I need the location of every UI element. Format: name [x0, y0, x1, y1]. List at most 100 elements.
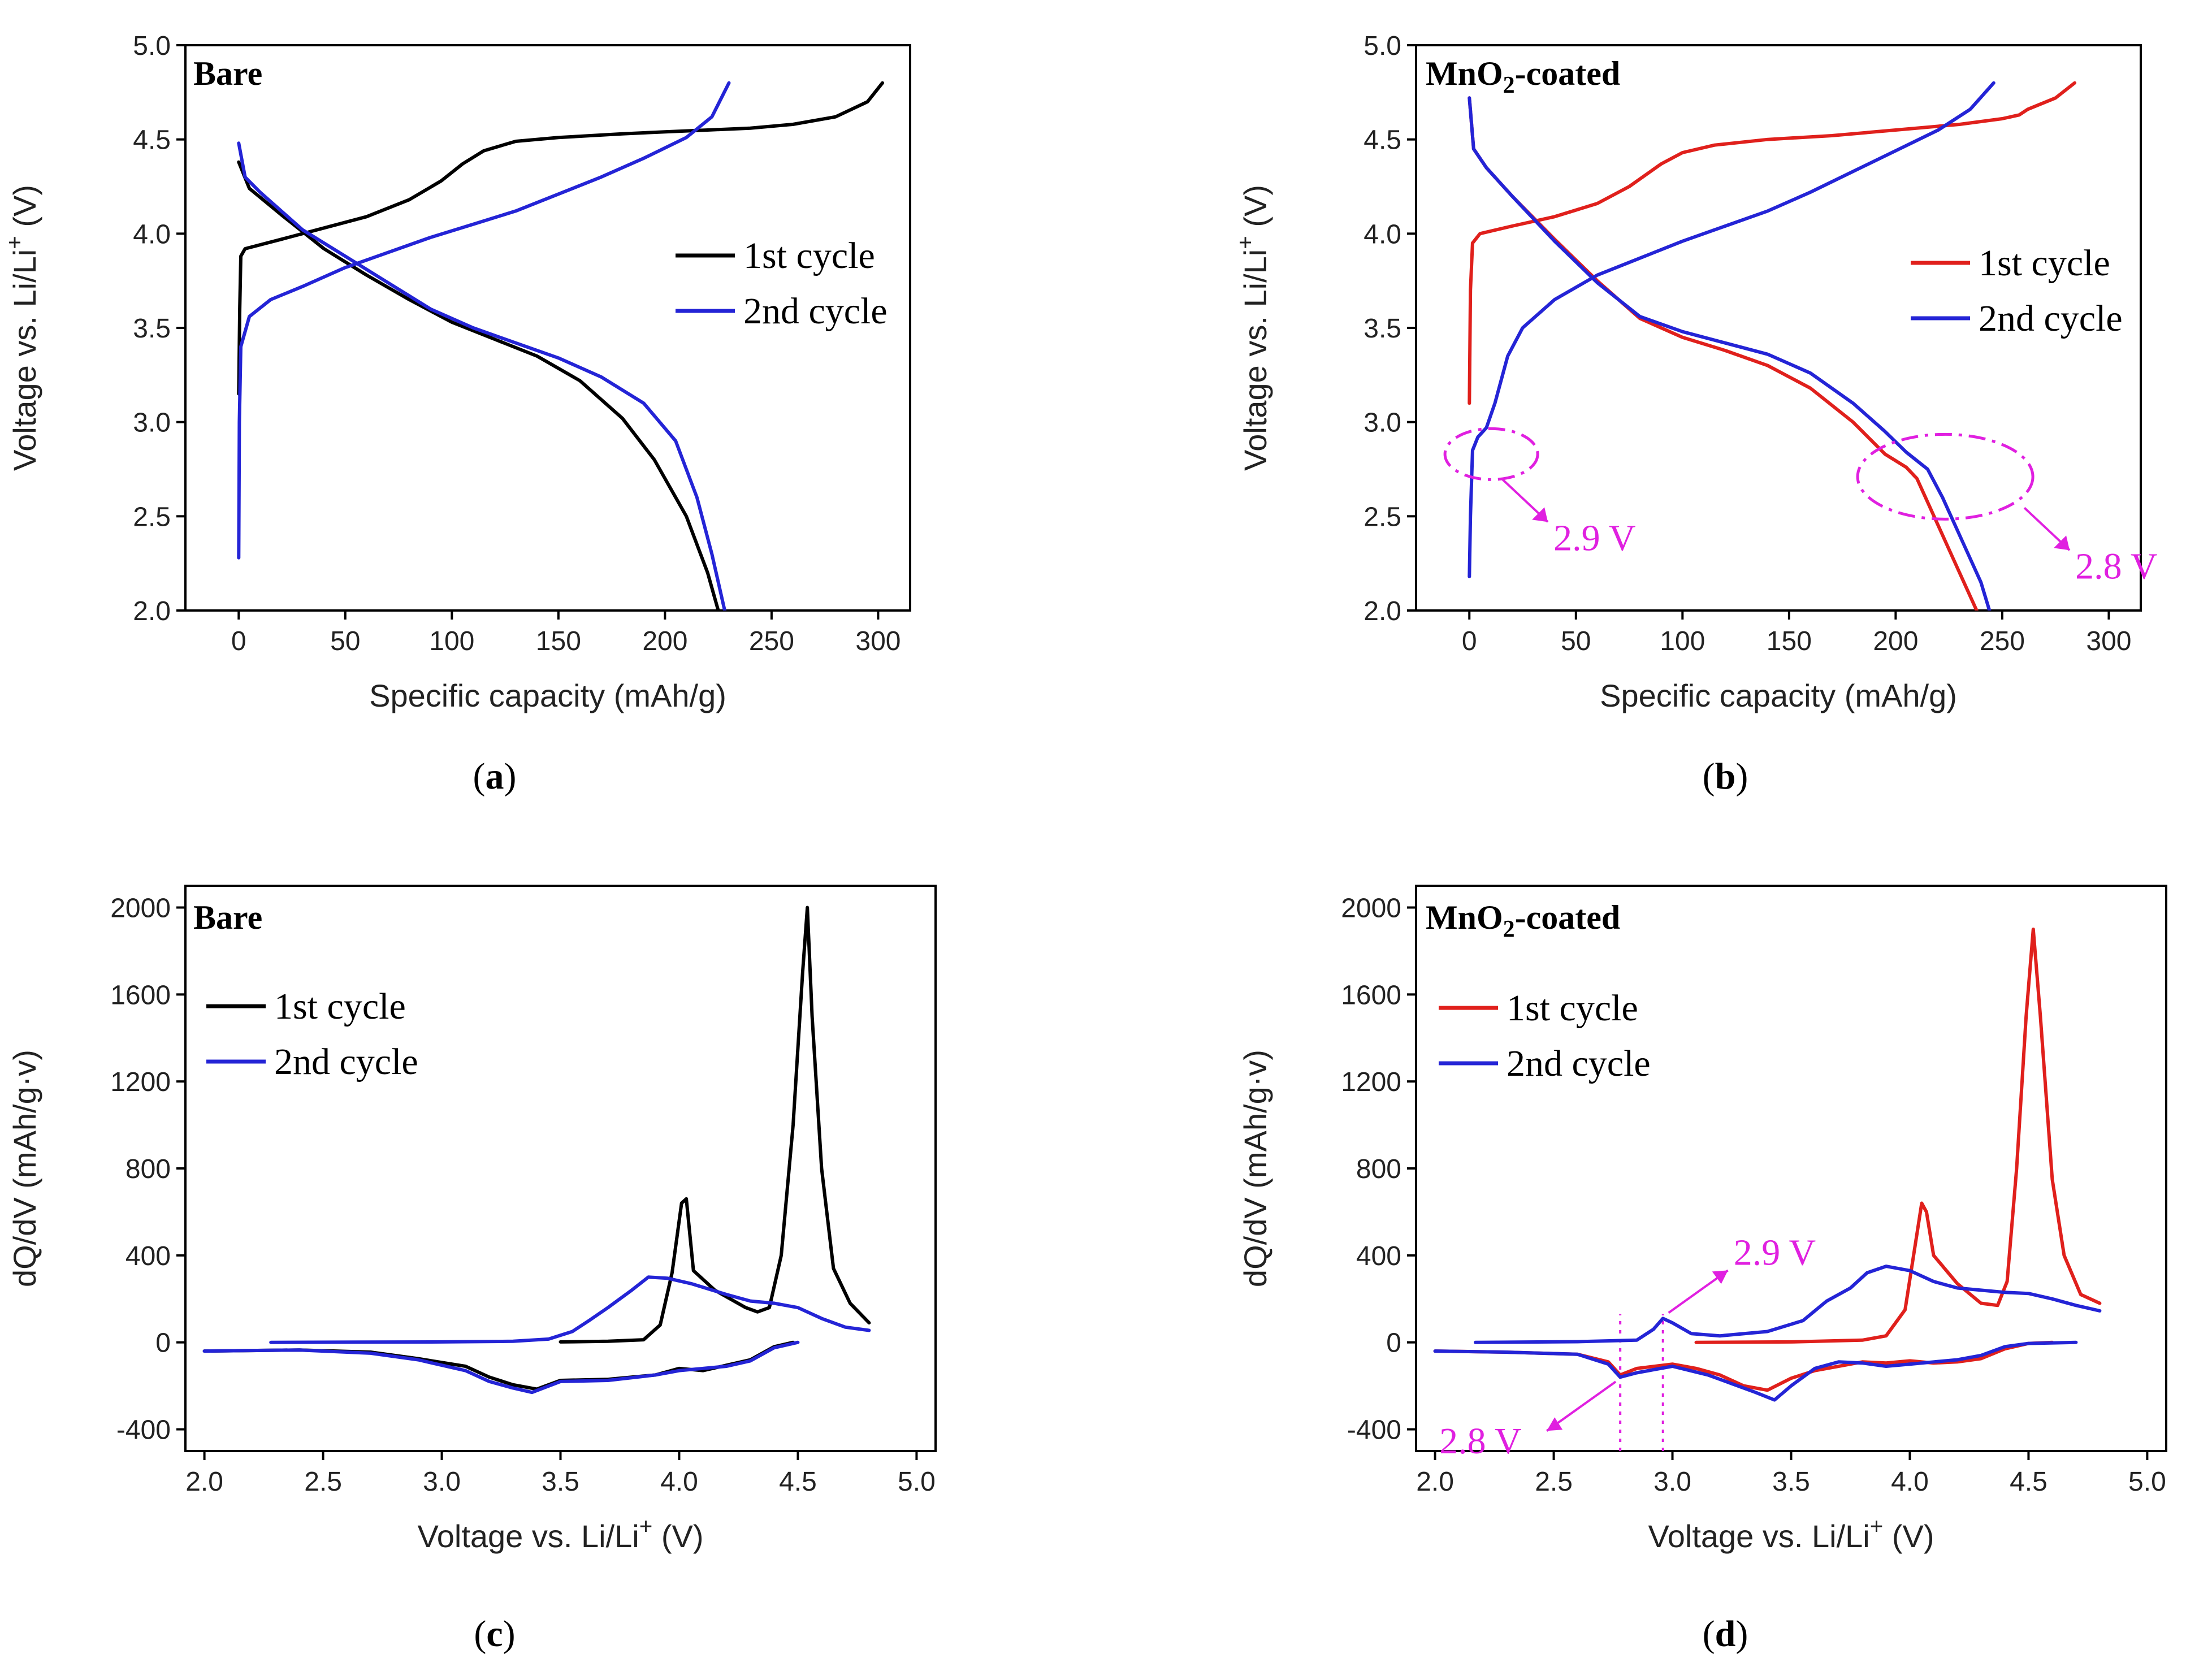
annotation: 2.9 V	[1443, 427, 1636, 558]
arrow-head	[1547, 1417, 1563, 1431]
highlight-ellipse	[1443, 427, 1539, 481]
x-tick-label: 4.0	[1891, 1467, 1929, 1497]
legend-label: 2nd cycle	[743, 291, 888, 332]
y-tick-label: 0	[155, 1328, 171, 1358]
x-axis-title: Specific capacity (mAh/g)	[369, 678, 726, 713]
x-tick-label: 300	[855, 626, 901, 656]
panel-label: (b)	[1703, 756, 1748, 797]
chart-panel-c: 2.0 2.5 3.0 3.5 4.0 4.5 5.0 -400 0 400 800 1200 1600…	[7, 885, 937, 1554]
y-tick-label: 3.0	[1363, 408, 1401, 438]
annotation: 2.8 V	[1856, 432, 2158, 587]
x-tick-label: 3.5	[1772, 1467, 1810, 1497]
x-tick-label: 300	[2086, 626, 2131, 656]
panel-title: MnO2-coated	[1426, 899, 1620, 942]
y-tick-label: 1600	[110, 980, 171, 1010]
x-tick-label: 250	[1980, 626, 2025, 656]
x-axis-title: Voltage vs. Li/Li+ (V)	[417, 1513, 703, 1554]
x-tick-label: 100	[429, 626, 474, 656]
series-line-2-charge	[237, 81, 731, 560]
series-line-2-discharge	[1433, 1340, 2078, 1402]
y-tick-label: 4.5	[133, 125, 171, 155]
x-axis-title: Voltage vs. Li/Li+ (V)	[1648, 1513, 1934, 1554]
x-tick-label: 4.0	[660, 1467, 698, 1497]
y-axis-title: Voltage vs. Li/Li+ (V)	[1, 185, 42, 471]
legend-label: 2nd cycle	[1979, 298, 2123, 339]
x-tick-label: 200	[642, 626, 687, 656]
y-tick-label: 400	[125, 1241, 171, 1271]
x-tick-label: 0	[231, 626, 246, 656]
y-tick-label: 2.0	[1363, 596, 1401, 626]
x-tick-label: 150	[536, 626, 581, 656]
panel-label: (d)	[1703, 1613, 1748, 1655]
annotation-arrow	[1546, 1380, 1617, 1432]
series-line-1-charge	[559, 906, 871, 1344]
y-tick-label: 0	[1386, 1328, 1401, 1358]
y-tick-label: 2000	[1341, 893, 1401, 923]
panel-title: MnO2-coated	[1426, 55, 1620, 98]
series-line-1-discharge	[237, 160, 720, 610]
x-tick-label: 2.5	[304, 1467, 342, 1497]
chart-panel-a: 0 50 100 150 200 250 300 2.0 2.5 3.0 3.5 4.0 4.5 5.0 S…	[1, 31, 911, 713]
x-tick-label: 2.5	[1535, 1467, 1573, 1497]
x-tick-label: 0	[1462, 626, 1477, 656]
x-tick-label: 250	[749, 626, 794, 656]
y-tick-label: 2.5	[1363, 502, 1401, 532]
panel-label: (a)	[473, 756, 517, 797]
y-tick-label: -400	[116, 1415, 171, 1445]
series-line-1-charge	[1694, 927, 2102, 1344]
y-tick-label: 800	[1356, 1154, 1401, 1184]
legend-label: 1st cycle	[743, 235, 875, 276]
annotation-label: 2.9 V	[1734, 1232, 1816, 1273]
y-axis-title: dQ/dV (mAh/g·v)	[1237, 1050, 1273, 1287]
y-tick-label: 4.0	[133, 219, 171, 249]
x-tick-label: 150	[1767, 626, 1812, 656]
y-axis-title: dQ/dV (mAh/g·v)	[7, 1050, 42, 1287]
y-tick-label: 3.5	[1363, 314, 1401, 344]
x-tick-label: 3.0	[1653, 1467, 1691, 1497]
x-tick-label: 2.0	[185, 1467, 223, 1497]
legend-label: 2nd cycle	[1507, 1043, 1651, 1084]
series-line-1-discharge	[1433, 1340, 2054, 1392]
y-tick-label: 2.5	[133, 502, 171, 532]
y-tick-label: 5.0	[1363, 31, 1401, 61]
y-tick-label: 3.0	[133, 408, 171, 438]
x-tick-label: 4.5	[2010, 1467, 2048, 1497]
legend-label: 1st cycle	[1979, 243, 2110, 284]
series-line-2-discharge	[1468, 96, 1992, 610]
panel-title: Bare	[193, 899, 262, 936]
annotation-label: 2.9 V	[1553, 517, 1635, 558]
x-tick-label: 200	[1873, 626, 1918, 656]
chart-panel-d: 2.0 2.5 3.0 3.5 4.0 4.5 5.0 -400 0 400 800 1200 1600…	[1237, 885, 2167, 1554]
series-line-1-charge	[237, 81, 884, 396]
series-line-1-charge	[1468, 81, 2077, 405]
plot-frame	[1415, 885, 2167, 1452]
x-tick-label: 50	[1561, 626, 1591, 656]
arrow-head	[1532, 507, 1548, 522]
x-tick-label: 5.0	[898, 1467, 936, 1497]
y-tick-label: 800	[125, 1154, 171, 1184]
annotation-label: 2.8 V	[2075, 545, 2157, 587]
x-tick-label: 100	[1660, 626, 1705, 656]
y-tick-label: -400	[1347, 1415, 1401, 1445]
legend: 1st cycle 2nd cycle	[206, 986, 418, 1083]
y-tick-label: 400	[1356, 1241, 1401, 1271]
x-tick-label: 3.0	[423, 1467, 461, 1497]
series-line-2-charge	[1474, 1265, 2102, 1344]
series-line-2-discharge	[202, 1340, 800, 1395]
y-tick-label: 2.0	[133, 596, 171, 626]
chart-panel-b: 0 50 100 150 200 250 300 2.0 2.5 3.0 3.5 4.0 4.5 5.0 S…	[1232, 31, 2157, 713]
legend: 1st cycle 2nd cycle	[676, 235, 888, 332]
x-tick-label: 3.5	[542, 1467, 579, 1497]
series-line-1-discharge	[1468, 96, 1979, 610]
panel-label: (c)	[474, 1613, 515, 1655]
annotation: 2.8 V	[1439, 1380, 1617, 1462]
legend-label: 1st cycle	[1507, 988, 1638, 1029]
arrow-head	[1712, 1270, 1728, 1284]
x-axis-title: Specific capacity (mAh/g)	[1600, 678, 1957, 713]
x-tick-label: 5.0	[2128, 1467, 2166, 1497]
series-line-2-charge	[269, 1275, 871, 1344]
y-tick-label: 1200	[110, 1067, 171, 1097]
legend-label: 2nd cycle	[274, 1041, 418, 1083]
series-line-2-discharge	[237, 141, 726, 610]
